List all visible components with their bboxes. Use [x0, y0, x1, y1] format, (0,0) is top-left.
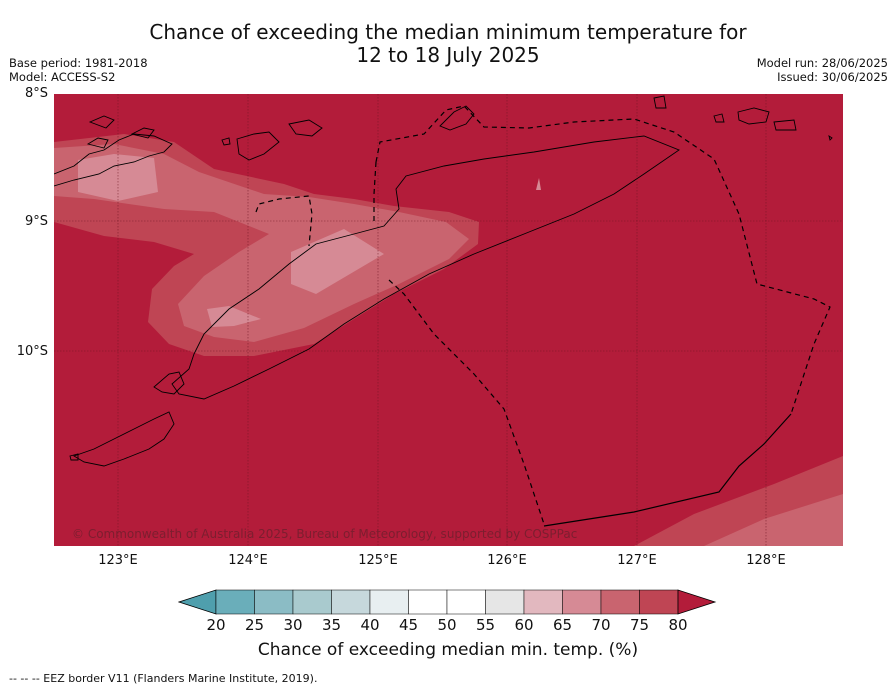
rote-island [153, 371, 185, 395]
colorbar-tick-label: 40 [360, 616, 380, 634]
eez-solid [543, 413, 792, 527]
lon-label-125e: 125°E [358, 553, 398, 568]
colorbar-cell [408, 589, 448, 615]
band-70-75 [704, 494, 843, 546]
colorbar-tick-label: 55 [475, 616, 496, 634]
coastlines [54, 95, 833, 467]
map-title-line1: Chance of exceeding the median minimum t… [149, 20, 747, 44]
lat-label-9s: 9°S [24, 214, 48, 229]
colorbar-cell [562, 589, 602, 615]
small-island [88, 115, 115, 129]
colorbar-tick-label: 80 [668, 616, 688, 634]
band-65-70 [207, 306, 261, 327]
colorbar-tick-label: 30 [283, 616, 303, 634]
issued-date: Issued: 30/06/2025 [777, 70, 888, 84]
colorbar-tick-label: 50 [437, 616, 457, 634]
colorbar-tick-label: 70 [591, 616, 611, 634]
small-island [737, 107, 770, 125]
colorbar-tick-label: 60 [514, 616, 534, 634]
lon-label-123e: 123°E [98, 553, 138, 568]
meta-left: Base period: 1981-2018 Model: ACCESS-S2 [9, 56, 148, 84]
colorbar-tick-label: 35 [321, 616, 342, 634]
grid-lines [54, 94, 843, 546]
eez-border-timor-east [373, 161, 377, 222]
colorbar-cell [215, 589, 255, 615]
colorbar-cell [446, 589, 486, 615]
eez-border-south [388, 279, 545, 525]
meta-right: Model run: 28/06/2025 Issued: 30/06/2025 [757, 56, 888, 84]
small-island [130, 127, 155, 139]
forecast-map: © Commonwealth of Australia 2025, Bureau… [54, 94, 843, 546]
small-island [773, 119, 797, 131]
band-65-70 [78, 154, 158, 201]
colorbar-cell [331, 589, 371, 615]
colorbar-cell [639, 589, 679, 615]
colorbar-tick-label: 45 [398, 616, 419, 634]
small-island [713, 113, 725, 123]
colorbar-cell [485, 589, 525, 615]
small-island [653, 95, 667, 109]
lon-label-124e: 124°E [228, 553, 268, 568]
map-title-line2: 12 to 18 July 2025 [356, 43, 540, 67]
timor-island [171, 135, 680, 400]
band-70-75 [54, 144, 469, 342]
colorbar-extend-high [677, 589, 717, 615]
colorbar-extend-low [178, 589, 217, 615]
colorbar-cell [369, 589, 409, 615]
colorbar-cell [254, 589, 294, 615]
savu-island [72, 411, 175, 467]
base-period: Base period: 1981-2018 [9, 56, 148, 70]
colorbar-cell [523, 589, 563, 615]
colorbar-tick-label: 65 [552, 616, 573, 634]
copyright-text: © Commonwealth of Australia 2025, Bureau… [72, 527, 577, 541]
band-65-70 [536, 178, 541, 190]
lon-label-126e: 126°E [487, 553, 527, 568]
colorbar-label: Chance of exceeding median min. temp. (%… [257, 640, 639, 660]
wetar-island [439, 105, 475, 131]
eez-border-timor-west [255, 195, 313, 247]
colorbar-cells [178, 589, 717, 615]
small-island [221, 137, 231, 146]
lon-label-127e: 127°E [617, 553, 657, 568]
colorbar-cell [292, 589, 332, 615]
small-island [828, 134, 833, 141]
model-run: Model run: 28/06/2025 [756, 56, 888, 70]
alor-island [54, 133, 173, 187]
colorbar-tick-label: 25 [244, 616, 265, 634]
eez-borders [255, 105, 831, 525]
atauro-island [236, 131, 280, 161]
small-island [86, 137, 109, 149]
colorbar-cell [600, 589, 640, 615]
eez-footnote: -- -- -- EEZ border V11 (Flanders Marine… [9, 672, 318, 685]
small-island [69, 453, 79, 461]
lon-label-128e: 128°E [746, 553, 786, 568]
colorbar [178, 589, 717, 615]
lat-label-10s: 10°S [16, 344, 48, 359]
colorbar-tick-label: 75 [629, 616, 650, 634]
model-name: Model: ACCESS-S2 [9, 70, 116, 84]
small-island [288, 119, 323, 137]
lat-label-8s: 8°S [24, 86, 48, 101]
colorbar-tick-label: 20 [206, 616, 226, 634]
